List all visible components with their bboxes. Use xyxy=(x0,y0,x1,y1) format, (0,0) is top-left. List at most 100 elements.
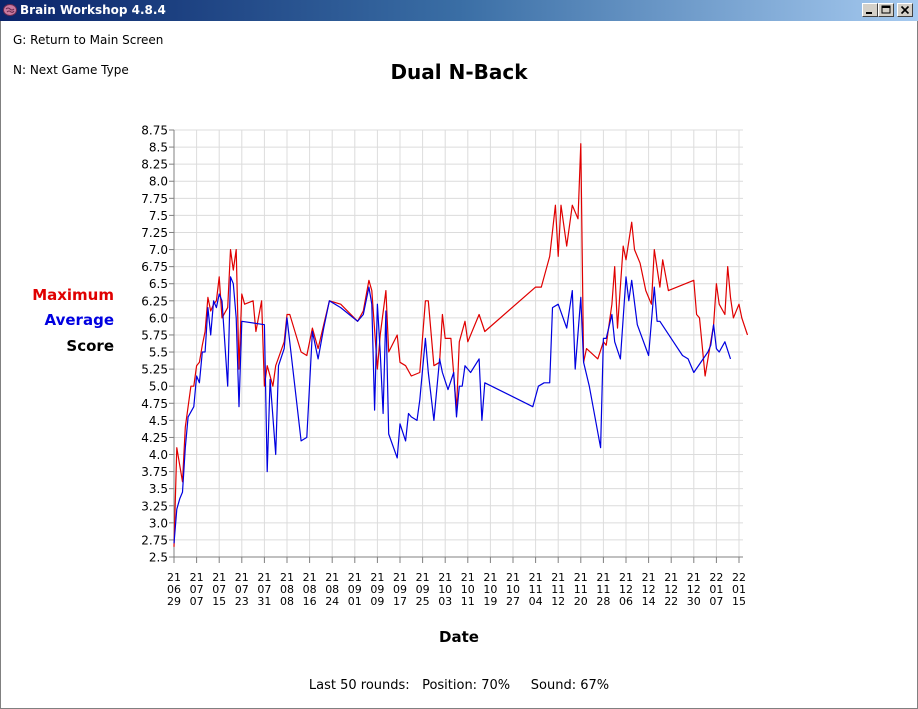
chart-title: Dual N-Back xyxy=(390,60,528,84)
x-tick-label: 15 xyxy=(212,595,226,608)
y-tick-label: 2.5 xyxy=(149,551,168,565)
y-tick-label: 5.0 xyxy=(149,380,168,394)
y-tick-label: 7.25 xyxy=(141,226,168,240)
x-tick-label: 21 xyxy=(280,571,294,584)
x-tick-label: 07 xyxy=(190,595,204,608)
x-tick-label: 29 xyxy=(167,595,181,608)
x-tick-label: 01 xyxy=(732,583,746,596)
x-tick-label: 12 xyxy=(642,583,656,596)
maximize-icon xyxy=(881,5,891,14)
x-tick-label: 21 xyxy=(235,571,249,584)
x-tick-label: 04 xyxy=(529,595,543,608)
legend-average: Average xyxy=(45,311,114,329)
y-tick-label: 8.5 xyxy=(149,141,168,155)
y-tick-label: 5.25 xyxy=(141,363,168,377)
legend-maximum-label: Maximum xyxy=(32,286,114,304)
y-tick-label: 3.0 xyxy=(149,516,168,530)
x-tick-label: 21 xyxy=(664,571,678,584)
y-tick-label: 7.0 xyxy=(149,243,168,257)
x-tick-label: 19 xyxy=(483,595,497,608)
x-tick-label: 17 xyxy=(393,595,407,608)
minimize-icon xyxy=(866,12,872,14)
x-tick-label: 22 xyxy=(709,571,723,584)
x-tick-label: 12 xyxy=(619,583,633,596)
y-tick-label: 4.25 xyxy=(141,431,168,445)
x-tick-label: 21 xyxy=(257,571,271,584)
x-tick-label: 06 xyxy=(619,595,633,608)
x-tick-label: 21 xyxy=(370,571,384,584)
series-line-average xyxy=(173,276,732,544)
x-tick-label: 21 xyxy=(551,571,565,584)
x-tick-label: 21 xyxy=(596,571,610,584)
x-tick-label: 21 xyxy=(642,571,656,584)
y-tick-label: 2.75 xyxy=(141,533,168,547)
x-tick-label: 20 xyxy=(574,595,588,608)
x-tick-label: 07 xyxy=(212,583,226,596)
legend-maximum: Maximum xyxy=(32,286,114,304)
x-tick-label: 10 xyxy=(438,583,452,596)
x-tick-label: 14 xyxy=(642,595,656,608)
next-game-type-hint: N: Next Game Type xyxy=(13,63,129,77)
x-tick-label: 24 xyxy=(325,595,339,608)
brain-icon xyxy=(3,4,17,16)
series-line-maximum xyxy=(173,143,749,547)
x-tick-label: 27 xyxy=(506,595,520,608)
x-tick-label: 31 xyxy=(257,595,271,608)
legend-average-label: Average xyxy=(44,311,114,329)
footer-stats: Last 50 rounds: Position: 70% Sound: 67% xyxy=(308,678,610,693)
x-tick-label: 21 xyxy=(483,571,497,584)
x-tick-label: 09 xyxy=(370,595,384,608)
x-tick-label: 30 xyxy=(687,595,701,608)
return-to-main-hint: G: Return to Main Screen xyxy=(13,33,164,47)
x-tick-label: 15 xyxy=(732,595,746,608)
title-bar[interactable]: Brain Workshop 4.8.4 xyxy=(0,0,918,21)
x-tick-label: 06 xyxy=(167,583,181,596)
x-tick-label: 01 xyxy=(348,595,362,608)
y-tick-label: 3.25 xyxy=(141,499,168,513)
minimize-button[interactable] xyxy=(862,3,878,17)
x-tick-label: 21 xyxy=(461,571,475,584)
x-tick-label: 12 xyxy=(551,595,565,608)
x-tick-label: 11 xyxy=(461,595,475,608)
x-tick-label: 09 xyxy=(393,583,407,596)
x-tick-label: 21 xyxy=(325,571,339,584)
x-tick-label: 28 xyxy=(596,595,610,608)
maximize-button[interactable] xyxy=(878,3,894,17)
x-tick-label: 21 xyxy=(619,571,633,584)
x-tick-label: 09 xyxy=(348,583,362,596)
x-tick-label: 22 xyxy=(664,595,678,608)
x-tick-label: 21 xyxy=(393,571,407,584)
y-tick-label: 6.25 xyxy=(141,294,168,308)
y-tick-label: 5.75 xyxy=(141,328,168,342)
y-tick-label: 6.0 xyxy=(149,311,168,325)
y-tick-label: 7.75 xyxy=(141,192,168,206)
x-axis-title: Date xyxy=(439,628,479,646)
y-tick-label: 4.0 xyxy=(149,448,168,462)
x-tick-label: 21 xyxy=(438,571,452,584)
y-tick-label: 7.5 xyxy=(149,209,168,223)
close-icon xyxy=(900,5,910,15)
window-title: Brain Workshop 4.8.4 xyxy=(20,3,166,17)
x-tick-label: 09 xyxy=(416,583,430,596)
y-tick-label: 8.75 xyxy=(141,124,168,138)
x-tick-label: 21 xyxy=(529,571,543,584)
close-button[interactable] xyxy=(897,3,913,17)
x-tick-label: 07 xyxy=(257,583,271,596)
legend-score-label: Score xyxy=(66,337,114,355)
x-tick-label: 08 xyxy=(280,595,294,608)
x-tick-label: 21 xyxy=(190,571,204,584)
y-tick-label: 3.75 xyxy=(141,465,168,479)
x-tick-label: 09 xyxy=(370,583,384,596)
x-tick-label: 10 xyxy=(461,583,475,596)
x-tick-label: 08 xyxy=(280,583,294,596)
x-tick-label: 08 xyxy=(325,583,339,596)
x-tick-label: 21 xyxy=(303,571,317,584)
x-tick-label: 12 xyxy=(687,583,701,596)
x-tick-label: 21 xyxy=(574,571,588,584)
x-tick-label: 07 xyxy=(235,583,249,596)
x-tick-label: 21 xyxy=(506,571,520,584)
x-tick-label: 21 xyxy=(348,571,362,584)
x-tick-label: 16 xyxy=(303,595,317,608)
x-tick-label: 21 xyxy=(687,571,701,584)
x-tick-label: 01 xyxy=(709,583,723,596)
